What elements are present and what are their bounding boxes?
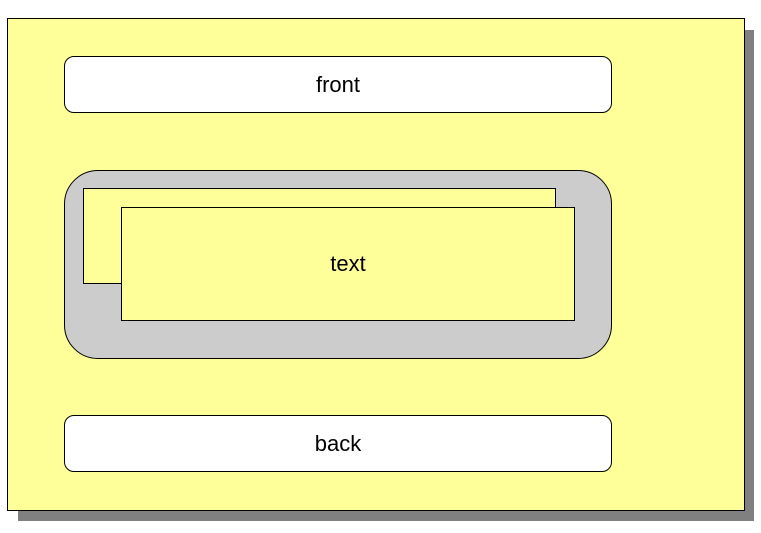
text-card: text xyxy=(121,207,575,321)
text-label: text xyxy=(330,251,366,276)
front-label: front xyxy=(315,71,361,97)
front-layer: front xyxy=(64,56,612,113)
back-layer: back xyxy=(64,415,612,472)
back-label: back xyxy=(314,430,362,456)
